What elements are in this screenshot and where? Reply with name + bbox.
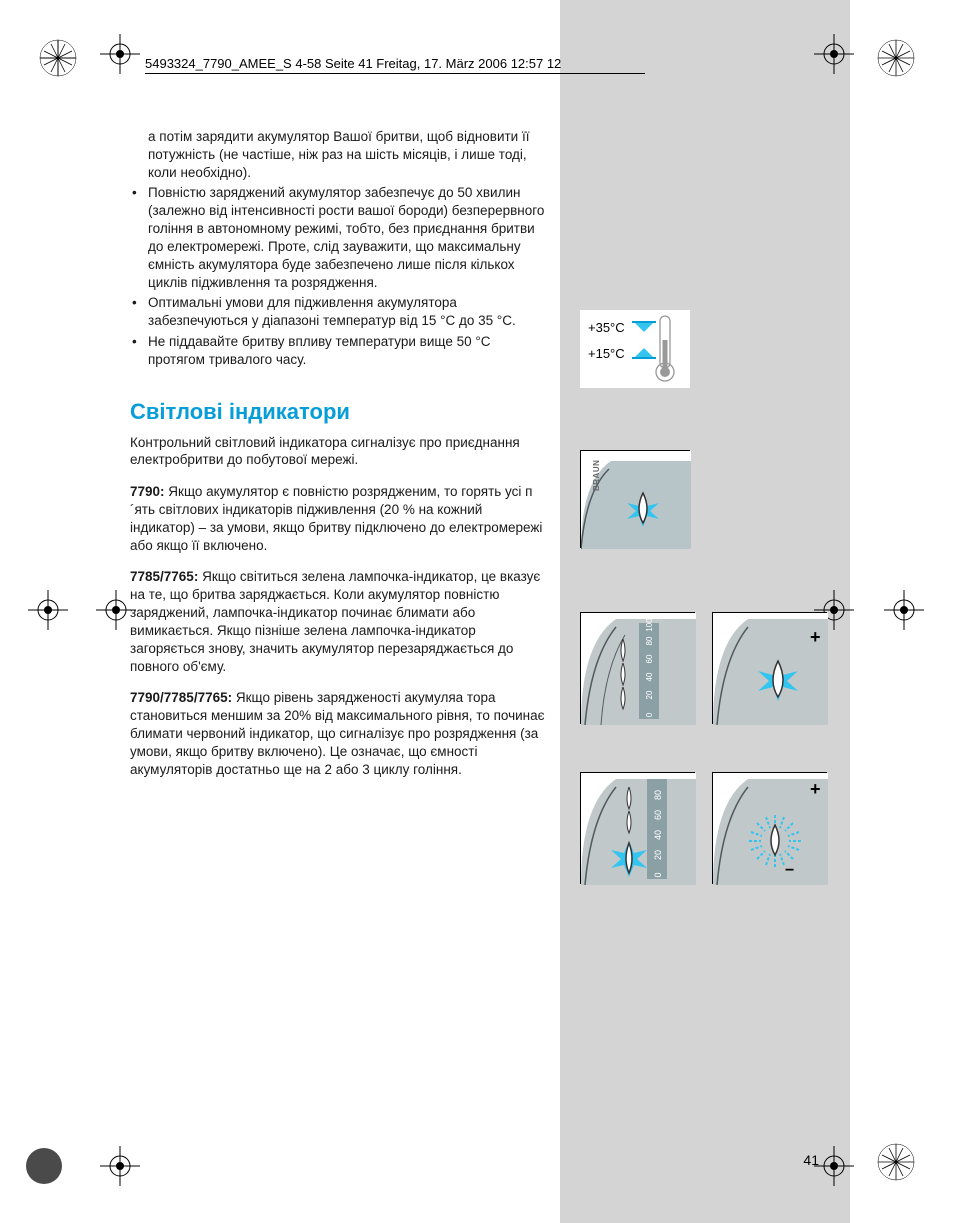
svg-text:80: 80 xyxy=(653,790,663,800)
svg-text:60: 60 xyxy=(645,654,654,663)
svg-text:0: 0 xyxy=(653,872,663,877)
svg-text:80: 80 xyxy=(645,636,654,645)
charge-scale-low-diagram: 0 . 20 40 60 80 xyxy=(580,772,695,884)
svg-text:20: 20 xyxy=(645,690,654,699)
svg-text:40: 40 xyxy=(645,672,654,681)
minus-icon: − xyxy=(785,862,794,879)
crop-mark-icon xyxy=(100,34,140,74)
charge-indicator-plus-diagram: + xyxy=(712,612,827,724)
svg-text:20: 20 xyxy=(653,850,663,860)
registration-mark-icon xyxy=(876,1142,916,1182)
plus-icon: + xyxy=(810,627,821,647)
bullet-text: Повністю заряджений акумулятор забезпечу… xyxy=(148,184,550,291)
registration-mark-icon xyxy=(876,38,916,78)
document-page: 5493324_7790_AMEE_S 4-58 Seite 41 Freita… xyxy=(0,0,954,1223)
page-header-metadata: 5493324_7790_AMEE_S 4-58 Seite 41 Freita… xyxy=(145,56,645,74)
bullet-item: • Не піддавайте бритву впливу температур… xyxy=(130,333,550,369)
model-label: 7785/7765: xyxy=(130,569,198,584)
charge-scale-full-diagram: 0 . 20 40 60 80 100 xyxy=(580,612,695,724)
brand-label: BRAUN xyxy=(592,460,601,491)
shaver-indicator-diagram: BRAUN xyxy=(580,450,690,548)
plus-icon: + xyxy=(810,779,821,799)
body-text-column: а потім зарядити акумулятор Вашої бритви… xyxy=(130,128,550,780)
paragraph: 7785/7765: Якщо світиться зелена лампочк… xyxy=(130,568,550,675)
temperature-low-label: +15°C xyxy=(588,346,625,361)
registration-mark-icon xyxy=(38,38,78,78)
intro-paragraph: а потім зарядити акумулятор Вашої бритви… xyxy=(130,128,550,181)
temperature-diagram: +35°C +15°C xyxy=(580,310,690,388)
bullet-dot-icon: • xyxy=(130,184,148,291)
page-number: 41 xyxy=(803,1152,819,1168)
bullet-item: • Повністю заряджений акумулятор забезпе… xyxy=(130,184,550,291)
bullet-dot-icon: • xyxy=(130,294,148,330)
crop-mark-icon xyxy=(884,590,924,630)
svg-text:100: 100 xyxy=(645,618,654,632)
model-label: 7790/7785/7765: xyxy=(130,690,232,705)
low-charge-warning-diagram: + − xyxy=(712,772,827,884)
paragraph-text: Якщо світиться зелена лампочка-індикатор… xyxy=(130,569,540,673)
section-heading: Світлові індикатори xyxy=(130,397,550,426)
svg-text:60: 60 xyxy=(653,810,663,820)
bullet-text: Оптимальні умови для підживлення акумуля… xyxy=(148,294,550,330)
dark-registration-icon xyxy=(24,1146,64,1186)
bullet-dot-icon: • xyxy=(130,333,148,369)
crop-mark-icon xyxy=(100,1146,140,1186)
svg-text:40: 40 xyxy=(653,830,663,840)
paragraph: 7790: Якщо акумулятор є повністю розрядж… xyxy=(130,483,550,554)
bullet-text: Не піддавайте бритву впливу температури … xyxy=(148,333,550,369)
temperature-high-label: +35°C xyxy=(588,320,625,335)
bullet-item: • Оптимальні умови для підживлення акуму… xyxy=(130,294,550,330)
model-label: 7790: xyxy=(130,484,165,499)
paragraph-text: Якщо акумулятор є повністю розрядженим, … xyxy=(130,484,542,552)
paragraph: Контрольний світловий індикатора сигналі… xyxy=(130,434,550,470)
paragraph: 7790/7785/7765: Якщо рівень зарядженості… xyxy=(130,689,550,778)
svg-text:0: 0 xyxy=(645,712,654,717)
crop-mark-icon xyxy=(28,590,68,630)
crop-mark-icon xyxy=(814,1146,854,1186)
crop-mark-icon xyxy=(814,34,854,74)
